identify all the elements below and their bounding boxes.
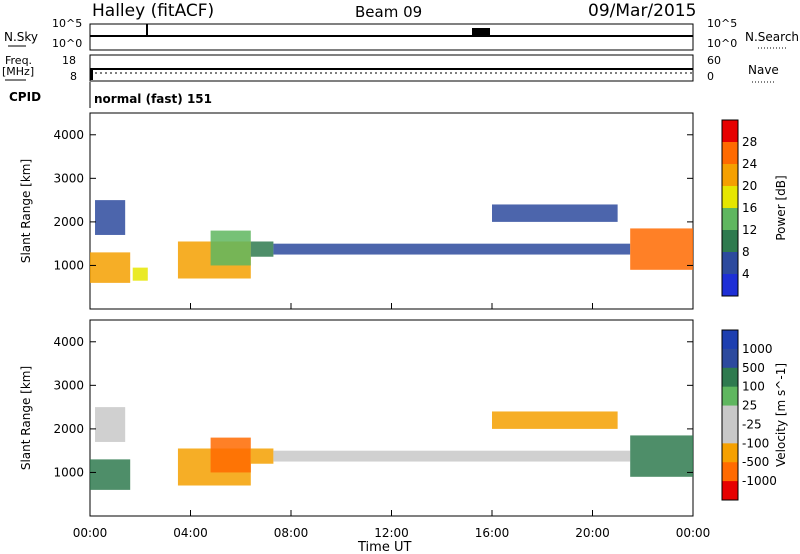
velocity-colorbar-bin xyxy=(722,348,738,369)
velocity-colorbar-bin xyxy=(722,443,738,463)
power-echo-region xyxy=(630,228,693,270)
freq-label-1: Freq. xyxy=(5,54,33,67)
velocity-ytick-label: 2000 xyxy=(53,422,84,436)
velocity-colorbar-tick: 500 xyxy=(742,361,765,375)
power-colorbar-tick: 4 xyxy=(742,267,750,281)
velocity-echo-region xyxy=(210,437,251,473)
velocity-colorbar-bin xyxy=(722,367,738,388)
velocity-colorbar-bin xyxy=(722,424,738,444)
nsearch-label: N.Search xyxy=(745,30,800,44)
velocity-colorbar-bin xyxy=(722,330,738,350)
velocity-colorbar: 1000 500 100 25 -25 -100 -500 -1000 Velocity [m … xyxy=(721,329,788,501)
xtick-label: 20:00 xyxy=(575,526,610,540)
freq-tick-block xyxy=(90,69,93,80)
power-colorbar-label: Power [dB] xyxy=(774,175,788,240)
time-axis: 00:00 04:00 08:00 12:00 16:00 20:00 00:00 xyxy=(73,526,711,540)
noise-tick-right-bottom: 10^0 xyxy=(707,37,738,50)
velocity-colorbar-tick: -100 xyxy=(742,436,769,450)
xtick-label: 08:00 xyxy=(274,526,309,540)
power-colorbar-bin xyxy=(722,208,738,231)
velocity-colorbar-label: Velocity [m s^-1] xyxy=(774,363,788,467)
power-colorbar-bin xyxy=(722,142,738,165)
power-echo-region xyxy=(95,200,126,235)
velocity-colorbar-tick: -25 xyxy=(742,417,762,431)
freq-tick-left-top: 18 xyxy=(62,54,76,67)
velocity-ytick-label: 1000 xyxy=(53,465,84,479)
velocity-colorbar-frame xyxy=(721,329,739,501)
noise-spike xyxy=(472,28,490,36)
power-colorbar-tick: 28 xyxy=(742,135,757,149)
beam-title: Beam 09 xyxy=(355,3,423,21)
power-colorbar-bin xyxy=(722,230,738,253)
power-ytick-label: 3000 xyxy=(53,171,84,185)
noise-tick-right-top: 10^5 xyxy=(707,17,738,30)
velocity-echo-region xyxy=(630,435,693,477)
velocity-colorbar-tick: -1000 xyxy=(742,474,777,488)
velocity-ytick-label: 4000 xyxy=(53,335,84,349)
power-echo-region xyxy=(250,241,274,257)
velocity-colorbar-bin xyxy=(722,462,738,482)
power-ytick-label: 4000 xyxy=(53,128,84,142)
power-echo-region xyxy=(492,204,618,222)
freq-tick-right-bottom: 0 xyxy=(707,70,714,83)
velocity-colorbar-tick: 25 xyxy=(742,399,757,413)
velocity-colorbar-tick: 100 xyxy=(742,380,765,394)
velocity-echo-region xyxy=(250,448,274,464)
nave-label: Nave xyxy=(748,63,779,77)
power-colorbar-bin xyxy=(722,120,738,143)
cpid-label: CPID xyxy=(9,90,42,104)
power-colorbar-tick: 24 xyxy=(742,157,757,171)
power-colorbar-bin xyxy=(722,186,738,209)
velocity-colorbar-bin xyxy=(722,405,738,425)
power-colorbar-tick: 16 xyxy=(742,201,757,215)
power-echo-region xyxy=(210,230,251,266)
power-echo-region xyxy=(273,243,631,255)
cpid-value: normal (fast) 151 xyxy=(94,92,212,106)
power-colorbar-bin xyxy=(722,164,738,187)
nsky-label: N.Sky xyxy=(4,30,39,44)
xtick-label: 16:00 xyxy=(475,526,510,540)
freq-label-2: [MHz] xyxy=(2,65,35,78)
power-colorbar-frame xyxy=(721,119,739,297)
power-echo-region xyxy=(132,267,148,281)
xtick-label: 00:00 xyxy=(73,526,108,540)
velocity-ytick-label: 3000 xyxy=(53,378,84,392)
velocity-panel: 1000 2000 3000 4000 Slant Range [km] xyxy=(19,319,694,517)
freq-tick-right-top: 60 xyxy=(707,54,721,67)
power-colorbar-tick: 12 xyxy=(742,223,757,237)
power-colorbar-bin xyxy=(722,252,738,275)
power-echo-region xyxy=(90,252,131,283)
xtick-label: 00:00 xyxy=(676,526,711,540)
power-colorbar: 28 24 20 16 12 8 4 Power [dB] xyxy=(721,119,788,297)
velocity-y-axis-label: Slant Range [km] xyxy=(19,366,33,470)
station-title: Halley (fitACF) xyxy=(92,1,215,21)
velocity-colorbar-tick: -500 xyxy=(742,455,769,469)
noise-tick-left-top: 10^5 xyxy=(52,17,83,30)
power-ytick-label: 2000 xyxy=(53,215,84,229)
x-axis-label: Time UT xyxy=(357,540,411,554)
velocity-echo-region xyxy=(90,459,131,490)
velocity-echo-region xyxy=(273,450,631,462)
power-colorbar-tick: 20 xyxy=(742,179,757,193)
velocity-colorbar-bin xyxy=(722,481,738,501)
freq-tick-left-bottom: 8 xyxy=(70,70,77,83)
date-title: 09/Mar/2015 xyxy=(588,1,697,21)
velocity-colorbar-bin xyxy=(722,386,738,407)
power-colorbar-tick: 8 xyxy=(742,245,750,259)
xtick-label: 12:00 xyxy=(374,526,409,540)
xtick-label: 04:00 xyxy=(173,526,208,540)
velocity-colorbar-tick: 1000 xyxy=(742,342,773,356)
velocity-echo-region xyxy=(492,411,618,429)
power-panel: 1000 2000 3000 4000 Slant Range [km] xyxy=(19,112,694,310)
power-colorbar-bin xyxy=(722,274,738,297)
power-ytick-label: 1000 xyxy=(53,258,84,272)
power-y-axis-label: Slant Range [km] xyxy=(19,159,33,263)
velocity-echo-region xyxy=(95,407,126,442)
noise-tick-left-bottom: 10^0 xyxy=(52,37,83,50)
